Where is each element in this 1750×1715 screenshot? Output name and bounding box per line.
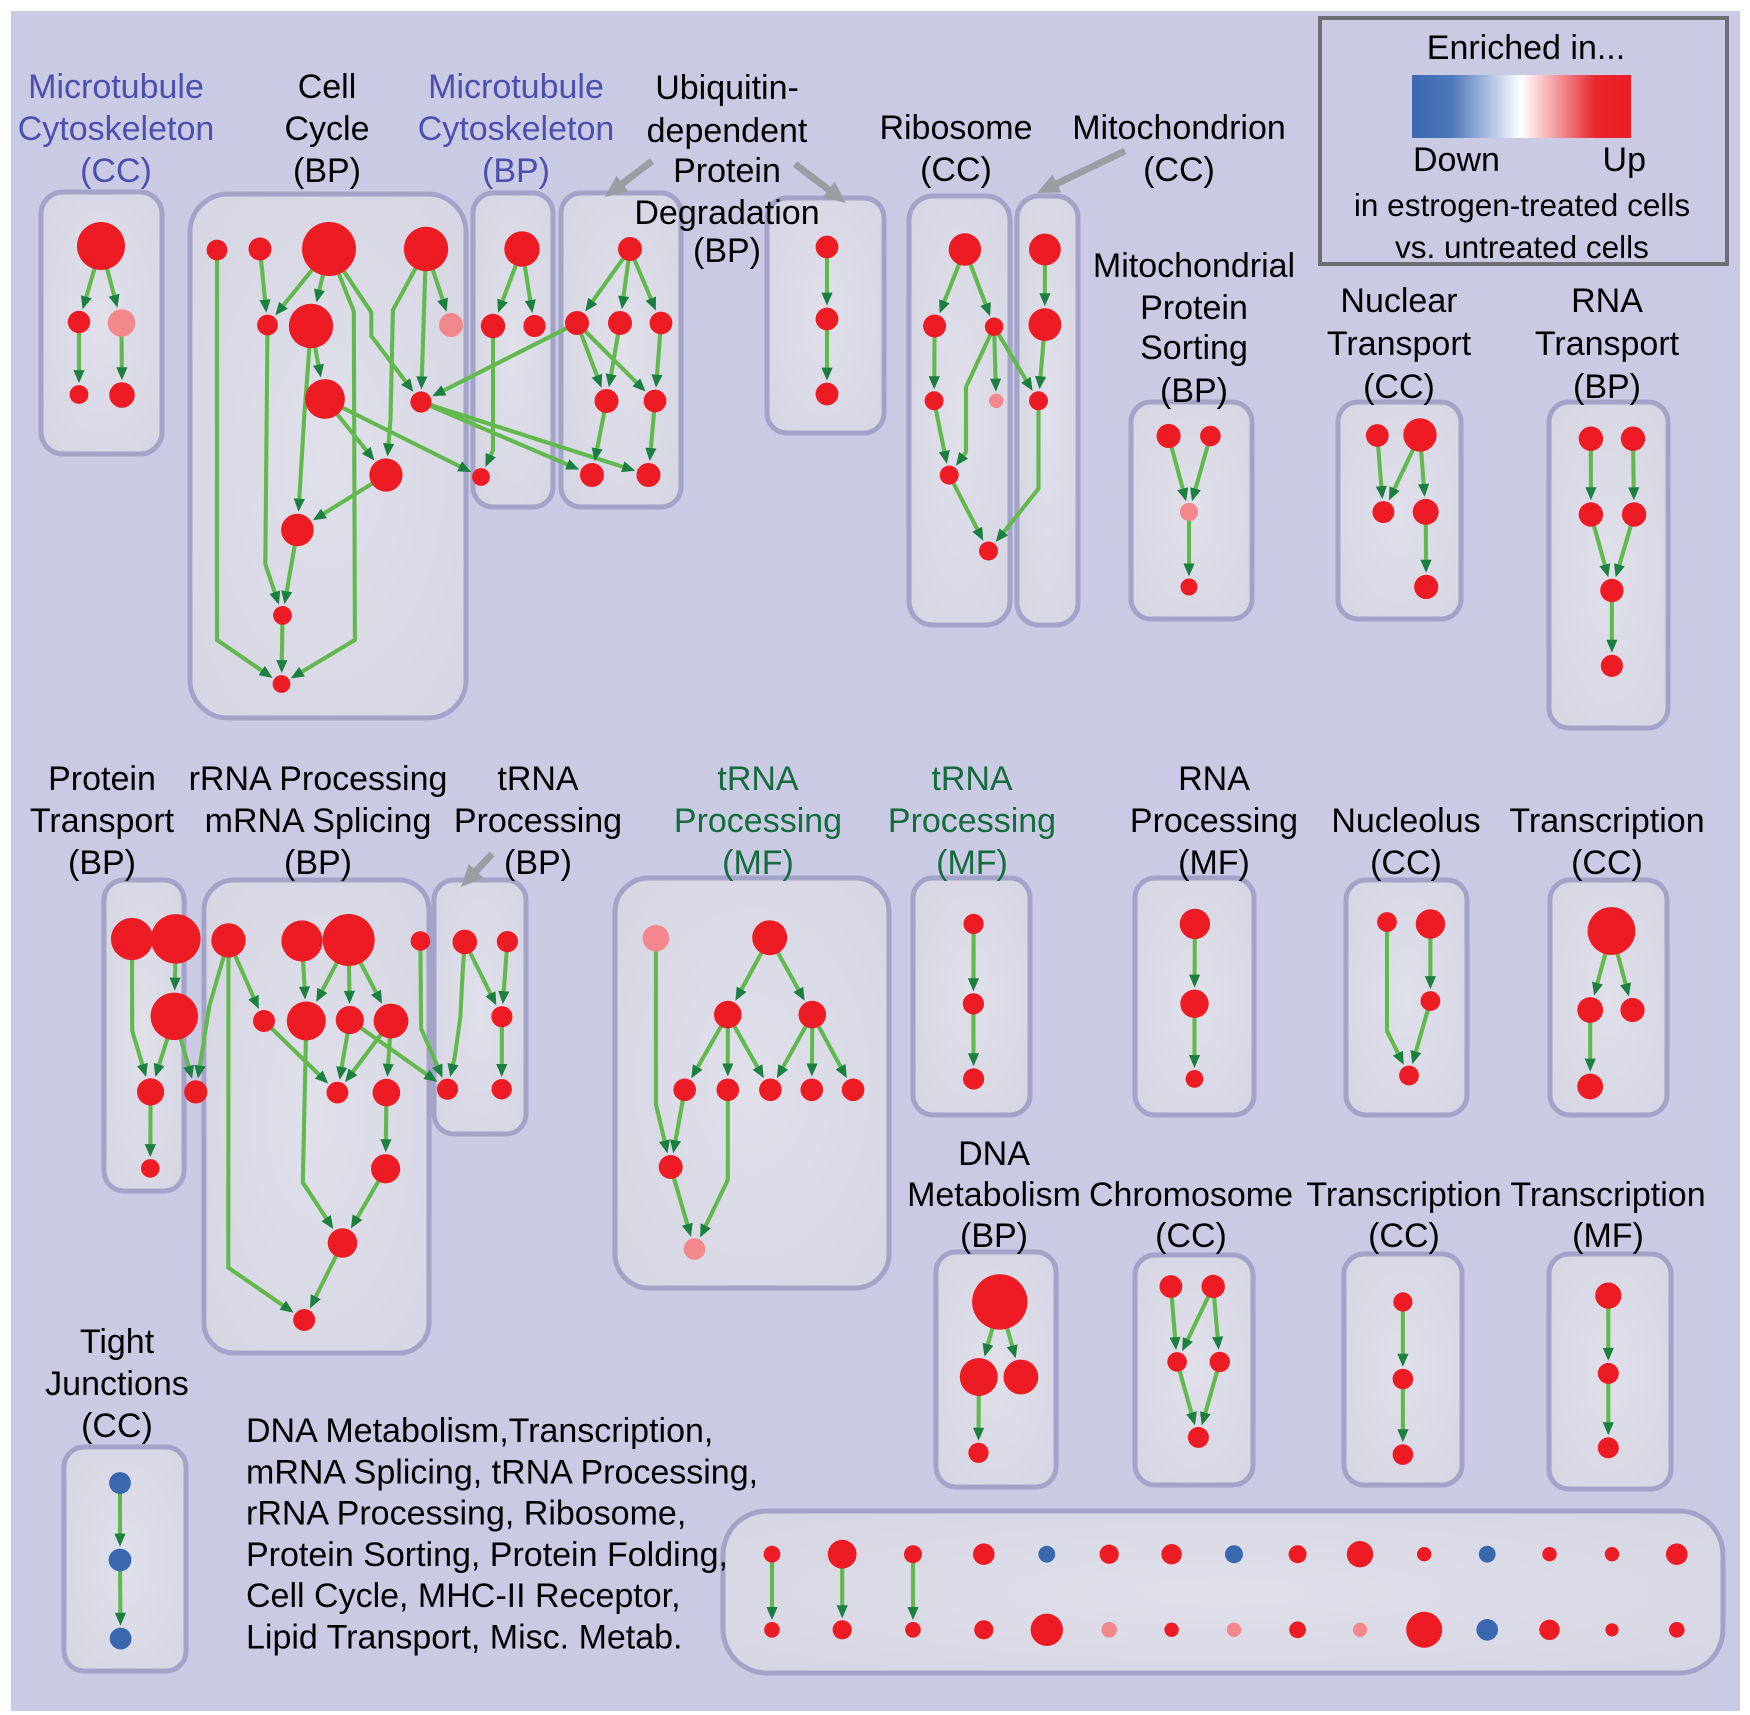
svg-text:Metabolism: Metabolism [907, 1176, 1081, 1214]
svg-text:(CC): (CC) [81, 1407, 153, 1445]
svg-text:(BP): (BP) [482, 152, 550, 190]
svg-text:(BP): (BP) [1573, 368, 1641, 406]
svg-text:Ribosome: Ribosome [879, 109, 1032, 147]
svg-text:Cycle: Cycle [284, 110, 369, 148]
svg-text:(CC): (CC) [1370, 844, 1442, 882]
svg-text:(BP): (BP) [293, 152, 361, 190]
svg-text:Processing: Processing [1130, 802, 1298, 840]
svg-text:RNA: RNA [1571, 282, 1643, 320]
svg-text:Chromosome: Chromosome [1089, 1176, 1293, 1214]
svg-text:(CC): (CC) [1363, 368, 1435, 406]
svg-text:Mitochondrial: Mitochondrial [1093, 247, 1295, 285]
svg-text:Transcription: Transcription [1306, 1176, 1501, 1214]
svg-text:(CC): (CC) [80, 152, 152, 190]
svg-text:(BP): (BP) [68, 844, 136, 882]
svg-text:Processing: Processing [888, 802, 1056, 840]
svg-text:rRNA Processing, Ribosome,: rRNA Processing, Ribosome, [246, 1495, 686, 1533]
svg-text:tRNA: tRNA [931, 760, 1013, 798]
svg-text:mRNA Splicing, tRNA Processing: mRNA Splicing, tRNA Processing, [246, 1453, 758, 1491]
svg-text:Protein: Protein [673, 152, 781, 190]
svg-text:dependent: dependent [647, 112, 808, 150]
svg-text:Transcription: Transcription [1509, 802, 1704, 840]
svg-text:(BP): (BP) [1160, 372, 1228, 410]
svg-text:DNA Metabolism,Transcription,: DNA Metabolism,Transcription, [246, 1412, 713, 1450]
svg-text:(MF): (MF) [1572, 1217, 1644, 1255]
svg-text:(MF): (MF) [722, 844, 794, 882]
svg-text:(CC): (CC) [1143, 151, 1215, 189]
svg-text:Junctions: Junctions [45, 1365, 189, 1403]
svg-text:(CC): (CC) [1571, 844, 1643, 882]
svg-text:Cytoskeleton: Cytoskeleton [418, 110, 615, 148]
svg-text:Protein: Protein [1140, 289, 1248, 327]
svg-text:Cell: Cell [298, 68, 357, 106]
svg-text:vs. untreated cells: vs. untreated cells [1395, 229, 1649, 265]
svg-text:Lipid Transport, Misc. Metab.: Lipid Transport, Misc. Metab. [246, 1619, 683, 1657]
svg-text:(BP): (BP) [284, 844, 352, 882]
svg-text:tRNA: tRNA [717, 760, 799, 798]
svg-text:(CC): (CC) [1368, 1217, 1440, 1255]
svg-text:Transport: Transport [1535, 325, 1680, 363]
svg-text:RNA: RNA [1178, 760, 1250, 798]
svg-text:(CC): (CC) [920, 151, 992, 189]
svg-text:Microtubule: Microtubule [428, 68, 604, 106]
svg-text:DNA: DNA [958, 1135, 1030, 1173]
svg-text:(BP): (BP) [504, 844, 572, 882]
svg-text:Up: Up [1603, 141, 1646, 179]
svg-text:(CC): (CC) [1155, 1217, 1227, 1255]
svg-text:Ubiquitin-: Ubiquitin- [655, 69, 799, 107]
svg-text:(MF): (MF) [936, 844, 1008, 882]
svg-text:Protein: Protein [48, 760, 156, 798]
svg-text:Degradation: Degradation [634, 194, 819, 232]
svg-text:in estrogen-treated cells: in estrogen-treated cells [1354, 187, 1690, 223]
svg-text:Cytoskeleton: Cytoskeleton [18, 110, 215, 148]
svg-text:Mitochondrion: Mitochondrion [1072, 109, 1286, 147]
svg-text:Transcription: Transcription [1510, 1176, 1705, 1214]
svg-text:rRNA Processing: rRNA Processing [189, 760, 448, 798]
svg-text:(BP): (BP) [693, 232, 761, 270]
svg-text:Processing: Processing [674, 802, 842, 840]
svg-text:(MF): (MF) [1178, 844, 1250, 882]
svg-text:Protein Sorting, Protein Foldi: Protein Sorting, Protein Folding, [246, 1536, 728, 1574]
svg-text:Nucleolus: Nucleolus [1331, 802, 1480, 840]
svg-text:mRNA Splicing: mRNA Splicing [205, 802, 432, 840]
svg-text:Nuclear: Nuclear [1340, 282, 1457, 320]
svg-text:(BP): (BP) [960, 1217, 1028, 1255]
svg-text:Enriched in...: Enriched in... [1427, 29, 1625, 67]
svg-text:Transport: Transport [1327, 325, 1472, 363]
svg-text:Tight: Tight [80, 1323, 155, 1361]
svg-text:Microtubule: Microtubule [28, 68, 204, 106]
svg-text:Sorting: Sorting [1140, 329, 1248, 367]
svg-text:tRNA: tRNA [497, 760, 579, 798]
svg-text:Transport: Transport [30, 802, 175, 840]
svg-text:Processing: Processing [454, 802, 622, 840]
svg-text:Down: Down [1413, 141, 1500, 179]
svg-text:Cell Cycle, MHC-II Receptor,: Cell Cycle, MHC-II Receptor, [246, 1577, 681, 1615]
